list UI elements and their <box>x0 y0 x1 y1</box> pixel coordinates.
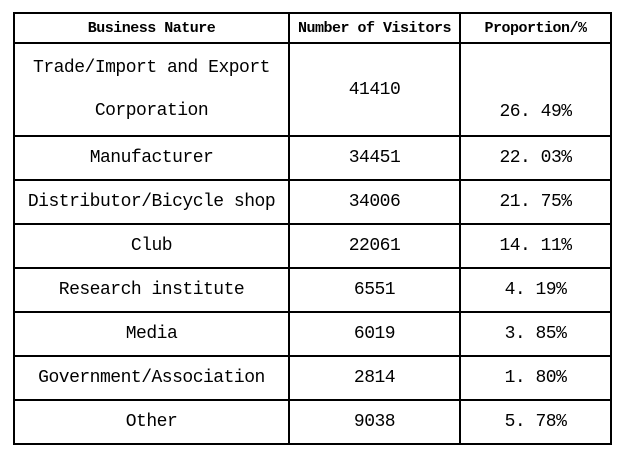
proportion-cell: 5. 78% <box>459 399 612 445</box>
proportion-cell: 26. 49% <box>459 42 612 137</box>
proportion-cell: 22. 03% <box>459 135 612 181</box>
proportion-cell: 14. 11% <box>459 223 612 269</box>
visitors-cell: 34006 <box>288 179 461 225</box>
table-row: Trade/Import and Export Corporation 4141… <box>13 42 612 137</box>
proportion-cell: 21. 75% <box>459 179 612 225</box>
proportion-cell: 4. 19% <box>459 267 612 313</box>
business-nature-cell: Trade/Import and Export Corporation <box>13 42 290 137</box>
business-nature-cell: Manufacturer <box>13 135 290 181</box>
table-header-row: Business Nature Number of Visitors Propo… <box>13 12 612 44</box>
business-nature-line1: Trade/Import and Export <box>33 58 270 78</box>
visitors-cell: 2814 <box>288 355 461 401</box>
business-nature-cell: Research institute <box>13 267 290 313</box>
table-row: Other 9038 5. 78% <box>13 399 612 445</box>
column-header-proportion: Proportion/% <box>459 12 612 44</box>
table-row: Distributor/Bicycle shop 34006 21. 75% <box>13 179 612 225</box>
visitors-cell: 22061 <box>288 223 461 269</box>
proportion-value: 26. 49% <box>499 102 572 122</box>
table-row: Media 6019 3. 85% <box>13 311 612 357</box>
visitors-cell: 34451 <box>288 135 461 181</box>
visitors-cell: 6551 <box>288 267 461 313</box>
table-row: Manufacturer 34451 22. 03% <box>13 135 612 181</box>
visitors-cell: 9038 <box>288 399 461 445</box>
proportion-cell: 1. 80% <box>459 355 612 401</box>
column-header-number-of-visitors: Number of Visitors <box>288 12 461 44</box>
business-nature-line2: Corporation <box>94 101 209 121</box>
table-row: Club 22061 14. 11% <box>13 223 612 269</box>
visitors-cell: 41410 <box>288 42 461 137</box>
business-nature-cell: Club <box>13 223 290 269</box>
visitors-cell: 6019 <box>288 311 461 357</box>
column-header-business-nature: Business Nature <box>13 12 290 44</box>
business-nature-cell: Distributor/Bicycle shop <box>13 179 290 225</box>
business-nature-cell: Government/Association <box>13 355 290 401</box>
table-row: Research institute 6551 4. 19% <box>13 267 612 313</box>
business-nature-cell: Other <box>13 399 290 445</box>
table-row: Government/Association 2814 1. 80% <box>13 355 612 401</box>
business-nature-cell: Media <box>13 311 290 357</box>
visitor-statistics-table: Business Nature Number of Visitors Propo… <box>13 12 612 445</box>
proportion-cell: 3. 85% <box>459 311 612 357</box>
